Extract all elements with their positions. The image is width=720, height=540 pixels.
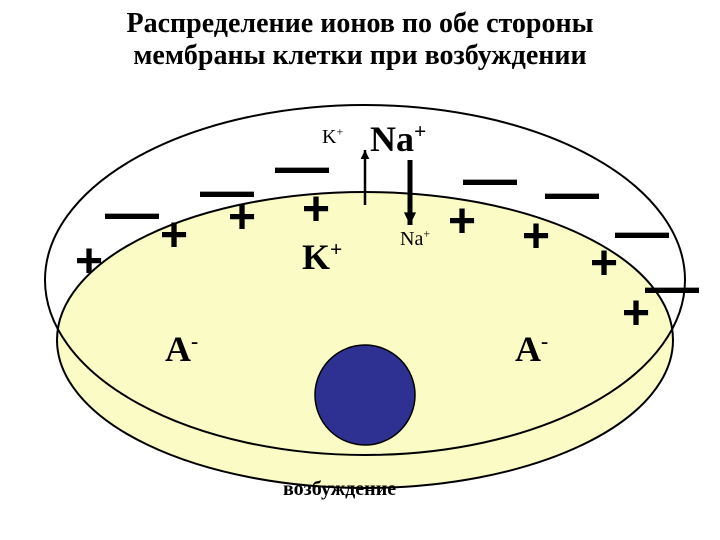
caption-excitation: возбуждение	[283, 478, 396, 501]
plus-sign: +	[75, 238, 103, 286]
caption-text: возбуждение	[283, 478, 396, 500]
na-inside-label: Na+	[400, 228, 430, 251]
plus-sign: +	[160, 212, 188, 260]
minus-sign: —	[645, 260, 699, 314]
diagram-canvas: { "title_line1": "Распределение ионов по…	[0, 0, 720, 540]
minus-sign: —	[615, 205, 669, 259]
anion-left-label: A-	[165, 328, 198, 370]
plus-sign: +	[228, 194, 256, 242]
na-influx-label: Na+	[370, 118, 426, 160]
plus-sign: +	[622, 290, 650, 338]
minus-sign: —	[545, 166, 599, 220]
plus-sign: +	[448, 198, 476, 246]
anion-right-label: A-	[515, 328, 548, 370]
minus-sign: —	[105, 186, 159, 240]
plus-sign: +	[590, 240, 618, 288]
plus-sign: +	[522, 213, 550, 261]
k-inside-label: K+	[302, 236, 342, 278]
plus-sign: +	[302, 186, 330, 234]
